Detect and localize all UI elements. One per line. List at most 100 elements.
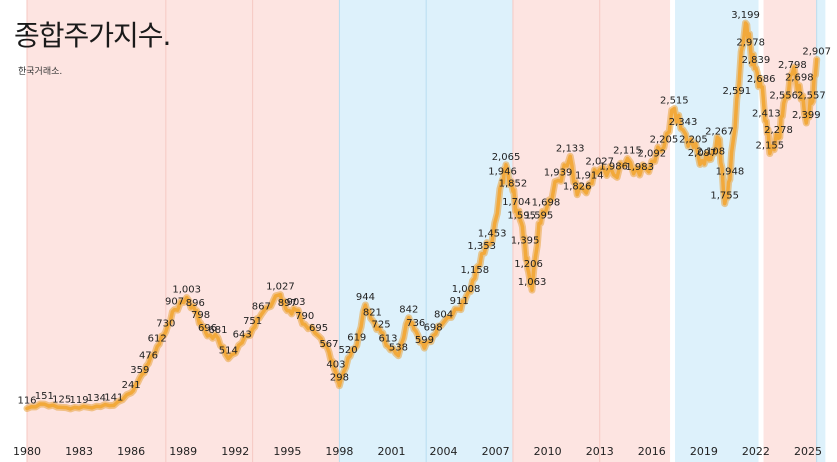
background-bands <box>26 0 826 462</box>
data-label: 141 <box>104 392 123 403</box>
data-label: 1,027 <box>266 282 295 293</box>
data-label: 696 <box>198 323 217 334</box>
background-band-9 <box>816 0 826 462</box>
data-label: 790 <box>295 311 314 322</box>
data-label: 612 <box>148 333 167 344</box>
data-label: 897 <box>278 298 297 309</box>
x-tick-label: 1998 <box>325 445 353 458</box>
x-tick-label: 2016 <box>638 445 666 458</box>
data-label: 2,557 <box>797 90 826 101</box>
data-label: 125 <box>52 394 71 405</box>
data-label: 798 <box>191 310 210 321</box>
data-label: 1,353 <box>467 241 496 252</box>
chart-subtitle: 한국거래소. <box>18 67 63 77</box>
data-label: 619 <box>347 333 366 344</box>
data-label: 2,065 <box>492 152 521 163</box>
background-band-6 <box>599 0 675 462</box>
data-label: 3,199 <box>731 10 760 21</box>
data-label: 903 <box>286 297 305 308</box>
data-label: 241 <box>122 380 141 391</box>
x-tick-label: 2007 <box>482 445 510 458</box>
background-band-4 <box>426 0 513 462</box>
data-label: 2,108 <box>696 146 725 157</box>
data-label: 1,158 <box>460 265 489 276</box>
background-band-3 <box>339 0 427 462</box>
x-tick-label: 1980 <box>13 445 41 458</box>
data-label: 821 <box>363 307 382 318</box>
data-label: 116 <box>17 395 36 406</box>
data-label: 1,595 <box>525 211 554 222</box>
background-band-1 <box>165 0 253 462</box>
data-label: 804 <box>434 309 453 320</box>
x-tick-label: 1983 <box>65 445 93 458</box>
data-label: 2,413 <box>752 108 781 119</box>
data-label: 643 <box>233 330 252 341</box>
data-label: 751 <box>243 316 262 327</box>
data-label: 911 <box>450 296 469 307</box>
data-label: 599 <box>415 335 434 346</box>
data-label: 842 <box>399 305 418 316</box>
x-tick-label: 2004 <box>430 445 458 458</box>
data-label: 2,133 <box>556 143 585 154</box>
data-label: 1,946 <box>488 167 517 178</box>
x-tick-label: 1989 <box>169 445 197 458</box>
data-label: 1,003 <box>172 285 201 296</box>
data-label: 681 <box>208 325 227 336</box>
data-label: 2,698 <box>785 73 814 84</box>
data-label: 2,978 <box>736 38 765 49</box>
data-label: 2,686 <box>747 74 776 85</box>
data-label: 476 <box>139 350 158 361</box>
x-tick-label: 2019 <box>690 445 718 458</box>
data-label: 1,948 <box>716 166 745 177</box>
band-gap-2 <box>758 0 764 462</box>
data-label: 2,115 <box>613 146 642 157</box>
data-label: 2,097 <box>688 148 717 159</box>
x-tick-label: 2022 <box>742 445 770 458</box>
x-tick-label: 2001 <box>377 445 405 458</box>
data-label: 1,826 <box>563 182 592 193</box>
data-label: 730 <box>156 319 175 330</box>
data-label: 359 <box>130 365 149 376</box>
data-label: 1,986 <box>599 162 628 173</box>
background-band-0 <box>27 0 166 462</box>
data-label: 119 <box>70 395 89 406</box>
data-label: 2,798 <box>778 60 807 71</box>
data-label: 1,008 <box>452 284 481 295</box>
x-tick-label: 2013 <box>586 445 614 458</box>
data-label: 1,595 <box>507 211 536 222</box>
data-label: 1,395 <box>511 236 540 247</box>
data-label: 2,591 <box>723 86 752 97</box>
data-label: 2,399 <box>792 110 821 121</box>
series-lines <box>23 19 821 413</box>
data-label: 2,839 <box>742 55 771 66</box>
data-label: 1,698 <box>532 198 561 209</box>
x-tick-label: 2025 <box>794 445 822 458</box>
data-label: 698 <box>424 323 443 334</box>
data-label: 538 <box>389 343 408 354</box>
data-label: 1,939 <box>544 168 573 179</box>
x-tick-label: 2010 <box>534 445 562 458</box>
data-label: 1,063 <box>518 277 547 288</box>
background-band-2 <box>252 0 340 462</box>
data-labels: 1161511251191341412413594766127309071,00… <box>17 10 831 406</box>
data-label: 1,755 <box>710 191 739 202</box>
data-label: 298 <box>330 373 349 384</box>
data-label: 944 <box>356 292 375 303</box>
background-band-5 <box>512 0 600 462</box>
data-label: 520 <box>339 345 358 356</box>
chart-title: 종합주가지수. <box>14 19 171 52</box>
data-label: 2,205 <box>679 134 708 145</box>
data-label: 514 <box>219 346 238 357</box>
data-label: 736 <box>406 318 425 329</box>
data-label: 134 <box>87 393 106 404</box>
data-label: 907 <box>165 297 184 308</box>
data-label: 1,914 <box>575 171 604 182</box>
data-label: 2,267 <box>705 127 734 138</box>
x-tick-label: 1992 <box>221 445 249 458</box>
data-label: 867 <box>252 302 271 313</box>
data-label: 1,852 <box>499 178 528 189</box>
data-label: 2,907 <box>802 47 831 58</box>
data-label: 1,453 <box>478 228 507 239</box>
data-label: 1,983 <box>625 162 654 173</box>
